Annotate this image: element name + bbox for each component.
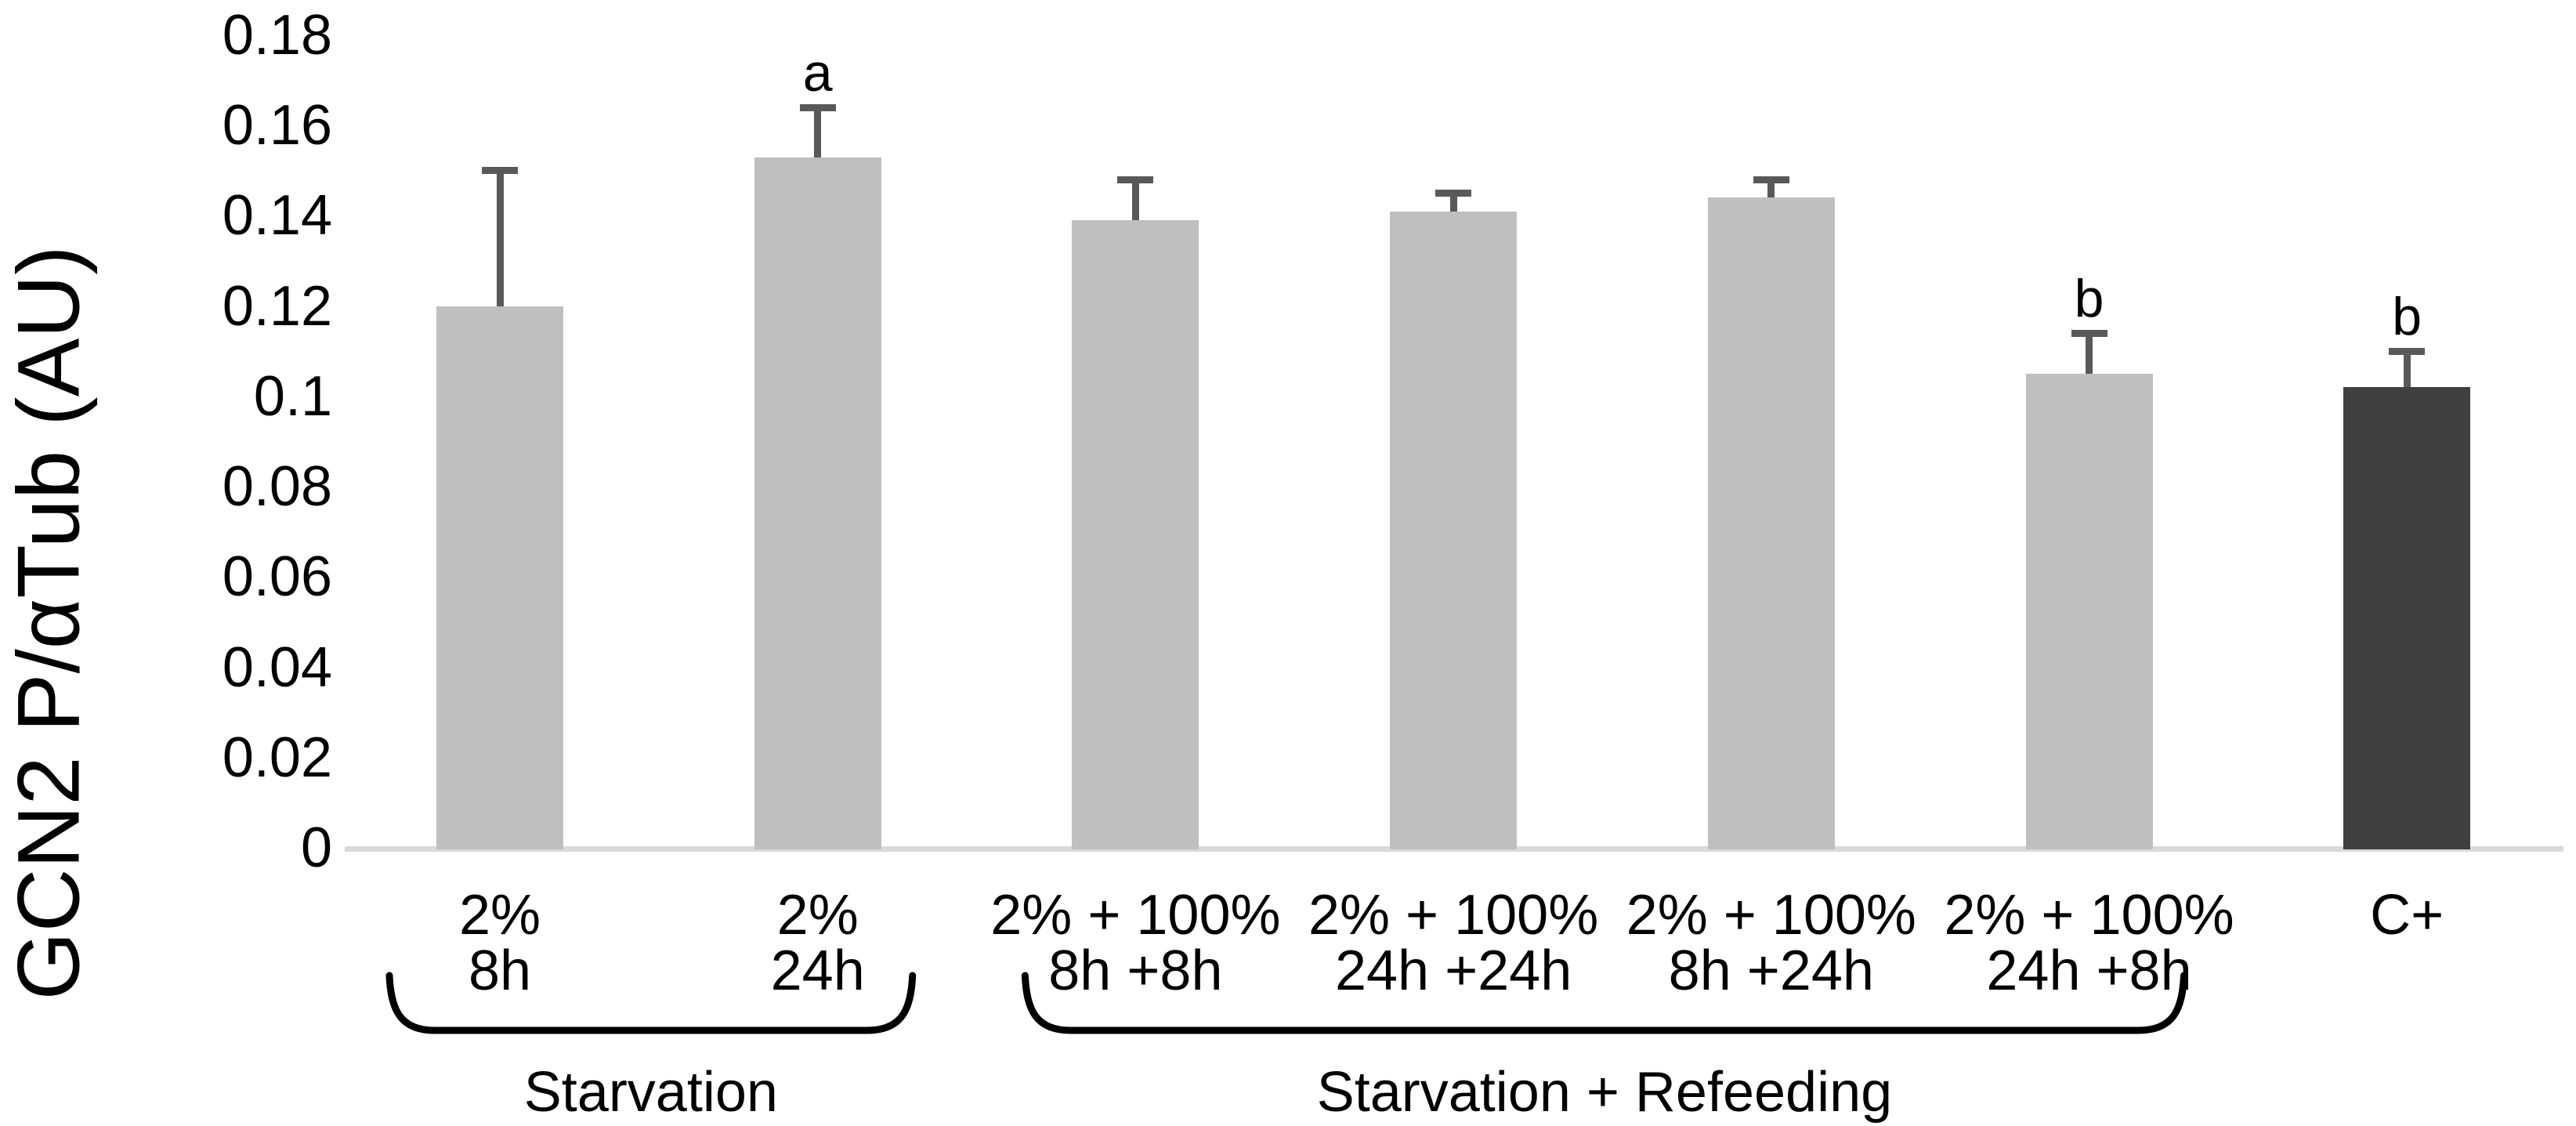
x-category-label: 2% + 100% 24h +8h — [1944, 884, 2234, 1002]
significance-letter: b — [2074, 269, 2104, 329]
bar — [1390, 211, 1518, 849]
error-bar-cap — [1435, 190, 1472, 197]
error-bar-stem — [1131, 179, 1139, 221]
bar — [2025, 374, 2153, 849]
error-bar-cap — [799, 103, 836, 111]
error-bar-stem — [1449, 193, 1457, 212]
y-tick-label: 0.14 — [222, 184, 332, 248]
significance-letter: a — [802, 43, 833, 103]
y-tick-label: 0.04 — [222, 635, 332, 699]
error-bar-cap — [2389, 347, 2426, 355]
x-category-label: 2% 24h — [770, 884, 865, 1002]
x-category-label: 2% + 100% 24h +24h — [1308, 884, 1599, 1002]
group-label: Starvation + Refeeding — [1316, 1061, 1893, 1124]
group-label: Starvation — [523, 1061, 778, 1124]
x-category-label: 2% + 100% 8h +24h — [1626, 884, 1916, 1002]
x-category-label: 2% + 100% 8h +8h — [990, 884, 1281, 1002]
bar — [754, 157, 881, 849]
bar — [1707, 197, 1835, 849]
significance-letter: b — [2392, 287, 2422, 347]
error-bar-stem — [496, 170, 504, 306]
error-bar-stem — [1767, 179, 1775, 198]
bar — [2343, 387, 2471, 849]
error-bar-stem — [2086, 333, 2093, 375]
y-tick-label: 0.1 — [253, 364, 332, 428]
bar — [436, 306, 563, 849]
x-category-label: C+ — [2370, 884, 2444, 947]
y-tick-label: 0.06 — [222, 545, 332, 609]
y-tick-label: 0.18 — [222, 4, 332, 67]
bar — [1072, 220, 1199, 849]
x-category-label: 2% 8h — [458, 884, 541, 1002]
error-bar-cap — [482, 167, 518, 175]
error-bar-stem — [2403, 351, 2411, 388]
y-axis-title: GCN2 P/αTub (AU) — [0, 245, 98, 1001]
y-tick-label: 0.16 — [222, 94, 332, 157]
error-bar-cap — [2071, 329, 2107, 337]
error-bar-stem — [814, 107, 822, 157]
error-bar-cap — [1117, 176, 1154, 183]
y-tick-label: 0 — [300, 816, 332, 879]
y-tick-label: 0.12 — [222, 274, 332, 338]
error-bar-cap — [1753, 176, 1789, 183]
y-tick-label: 0.02 — [222, 726, 332, 789]
y-tick-label: 0.08 — [222, 455, 332, 519]
